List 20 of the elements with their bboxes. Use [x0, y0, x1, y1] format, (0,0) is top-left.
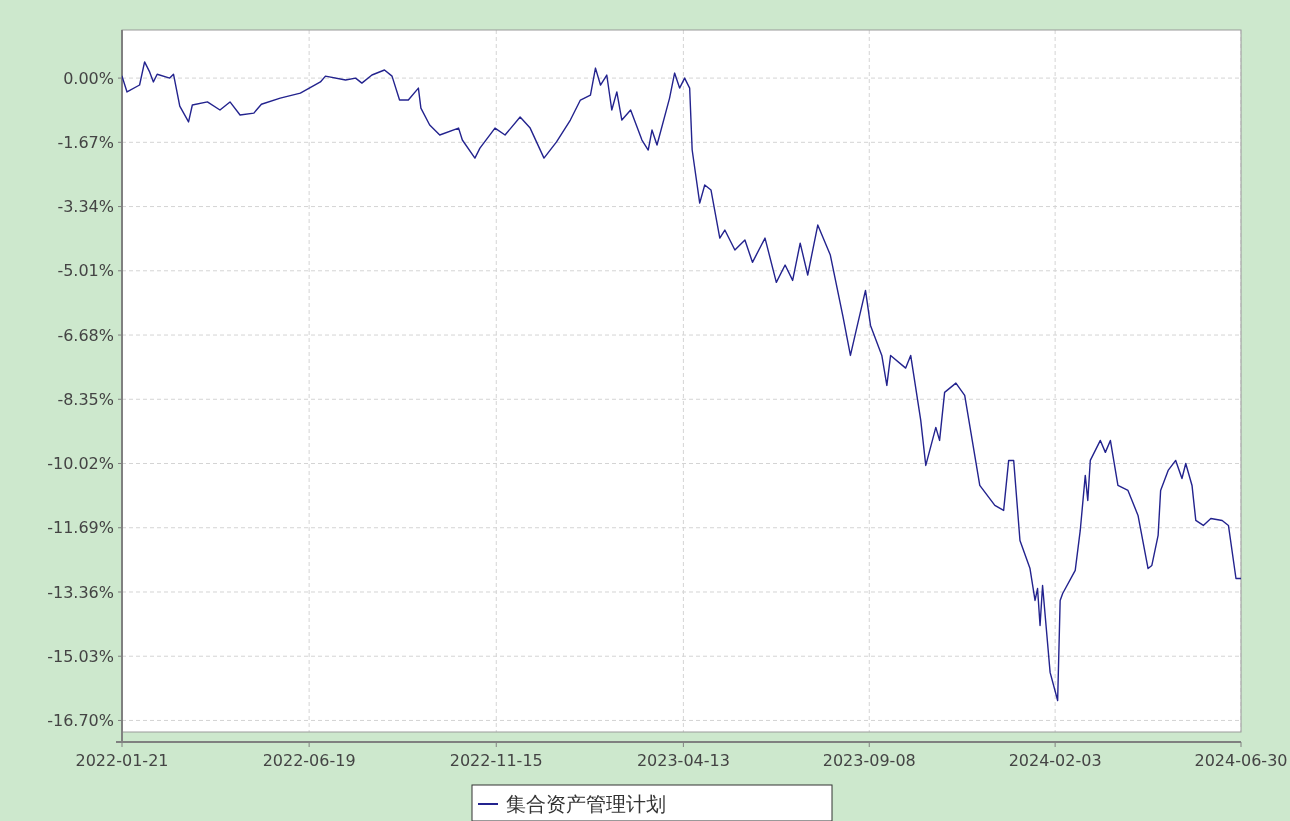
y-tick-label: -3.34% — [57, 197, 114, 217]
line-series — [122, 61, 1241, 702]
x-tick-label: 2022-06-19 — [262, 751, 356, 770]
y-tick-label: -8.35% — [57, 389, 114, 409]
y-tick-label: -13.36% — [47, 582, 114, 602]
x-tick-label: 2024-06-30 — [1194, 751, 1288, 770]
y-tick-label: -10.02% — [47, 454, 114, 474]
y-tick-label: -11.69% — [47, 518, 114, 538]
y-tick-label: 0.00% — [63, 68, 114, 88]
x-tick-label: 2024-02-03 — [1008, 751, 1102, 770]
y-tick-label: -16.70% — [47, 711, 114, 731]
y-tick-label: -5.01% — [57, 261, 114, 281]
legend-label: 集合资产管理计划 — [506, 792, 666, 816]
x-tick-label: 2022-01-21 — [75, 751, 169, 770]
y-tick-label: -6.68% — [57, 325, 114, 345]
y-tick-label: -1.67% — [57, 132, 114, 152]
x-tick-label: 2022-11-15 — [449, 751, 543, 770]
y-tick-label: -15.03% — [47, 646, 114, 666]
x-tick-label: 2023-04-13 — [636, 751, 730, 770]
x-tick-label: 2023-09-08 — [822, 751, 916, 770]
